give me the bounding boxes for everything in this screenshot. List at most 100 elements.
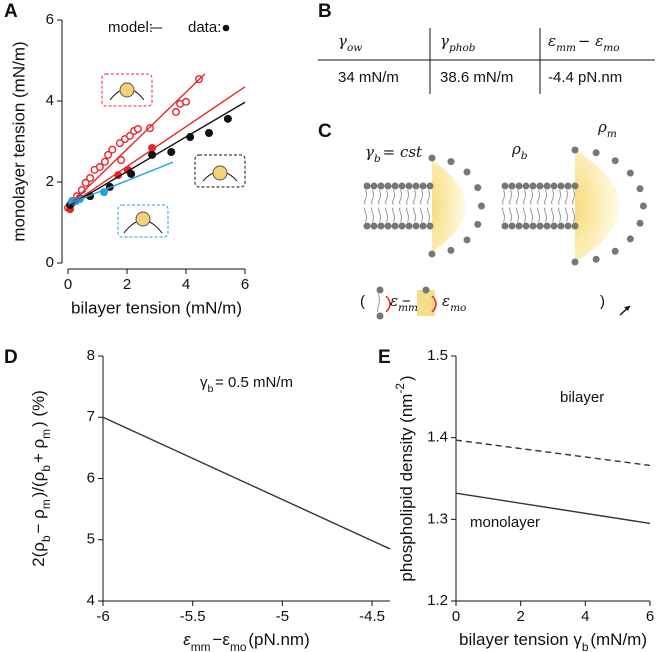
lipid-tail xyxy=(551,189,554,205)
text-part: + ρ xyxy=(29,439,48,463)
text-part: (mN/m) xyxy=(590,630,647,649)
lipid-head xyxy=(419,222,427,230)
data-point xyxy=(100,157,109,166)
lipid-head xyxy=(426,182,434,190)
lipid-head xyxy=(426,222,434,230)
lipid-head xyxy=(626,169,634,177)
cartoon xyxy=(101,73,246,238)
text-part: ε xyxy=(183,630,191,649)
membrane-diagram xyxy=(363,146,647,320)
lipid-head xyxy=(626,235,634,243)
lipid-tail xyxy=(544,189,547,205)
lipid-head xyxy=(463,168,471,176)
table-cell: -4.4 pN.nm xyxy=(548,69,622,86)
lipid-tail xyxy=(413,189,416,205)
lipid-head xyxy=(543,182,551,190)
subscript: mo xyxy=(450,302,466,314)
lipid-tail xyxy=(378,207,381,223)
text-part: ε xyxy=(390,292,398,310)
lipid-tail xyxy=(537,207,540,223)
data-line xyxy=(102,416,391,550)
lipid-head xyxy=(564,222,572,230)
x-tick-label: 6 xyxy=(646,608,654,625)
lipid-head xyxy=(412,182,420,190)
lipid-tail xyxy=(399,207,402,223)
lipid-tail xyxy=(420,189,423,205)
text-part: γ xyxy=(365,143,374,161)
lipid-head xyxy=(592,255,600,263)
data-point xyxy=(95,163,104,172)
lipid-tail xyxy=(377,293,380,313)
lipid-head xyxy=(384,182,392,190)
data-line xyxy=(67,161,174,205)
x-tick-label: 2 xyxy=(123,276,131,293)
y-axis-label: monolayer tension (mN/m) xyxy=(9,41,28,241)
lipid-tail xyxy=(371,189,374,205)
lipid-head xyxy=(571,182,579,190)
subscript: mm xyxy=(191,640,211,652)
y-axis-label: 2(ρb − ρm )/(ρb + ρm ) (%) xyxy=(29,390,53,567)
y-tick-label: 7 xyxy=(87,408,95,425)
lipid-head xyxy=(391,182,399,190)
lipid-tail xyxy=(502,207,505,223)
lipid-head xyxy=(571,258,579,266)
panel-letter: B xyxy=(318,1,332,22)
lipid-tail xyxy=(420,207,423,223)
lipid-head xyxy=(611,157,619,165)
diagram-label: ( xyxy=(360,293,365,310)
text-part: )/(ρ xyxy=(29,472,48,498)
subscript: b xyxy=(39,465,53,472)
y-tick-label: 8 xyxy=(87,347,95,364)
lipid-tail xyxy=(537,189,540,205)
lipid-head xyxy=(550,182,558,190)
lipid-head xyxy=(636,185,644,193)
lipid-tail xyxy=(516,189,519,205)
text-part: 2(ρ xyxy=(29,542,48,567)
lipid-tail xyxy=(509,189,512,205)
lipid-head xyxy=(370,182,378,190)
lipid-head xyxy=(376,286,384,294)
legend-label: model: xyxy=(108,19,153,36)
y-tick-label: 6 xyxy=(46,11,54,28)
legend-label: data: xyxy=(188,19,221,36)
lipid-tail xyxy=(406,207,409,223)
lipid-tail xyxy=(406,189,409,205)
subscript: b xyxy=(582,640,589,652)
annotation: γb = 0.5 mN/m xyxy=(200,374,293,395)
data-point xyxy=(108,145,117,154)
diagram-label: εmm xyxy=(390,292,418,314)
lipid-head xyxy=(463,236,471,244)
lipid-head xyxy=(529,182,537,190)
lipid-tail xyxy=(572,189,575,205)
lipid-tail xyxy=(523,207,526,223)
subscript: b xyxy=(208,383,214,395)
subscript: mm xyxy=(556,42,576,54)
x-tick-label: 4 xyxy=(182,276,190,293)
lipid-head xyxy=(508,182,516,190)
lipid-tail xyxy=(427,189,430,205)
y-tick-label: 1.5 xyxy=(427,347,448,364)
data-point xyxy=(125,131,134,140)
lipid-tail xyxy=(565,189,568,205)
text-part: − ε xyxy=(578,32,603,50)
subscript: m xyxy=(607,128,617,140)
lipid-tail xyxy=(516,207,519,223)
lipid-head xyxy=(398,182,406,190)
lipid-tail xyxy=(502,189,505,205)
lipid-tail xyxy=(399,189,402,205)
lipid-head xyxy=(384,222,392,230)
lipid-head xyxy=(564,182,572,190)
x-tick-label: 4 xyxy=(581,608,589,625)
lipid-head xyxy=(515,222,523,230)
text-part: ) xyxy=(397,375,416,381)
lipid-head xyxy=(592,149,600,157)
text-part: bilayer tension γ xyxy=(459,630,582,649)
interaction-arrow xyxy=(385,295,391,313)
text-part: = cst xyxy=(383,143,423,161)
lipid-head xyxy=(370,222,378,230)
diagram-label: ρb xyxy=(511,140,528,162)
text-part: ρ xyxy=(511,140,521,158)
lipid-tail xyxy=(523,189,526,205)
panel-letter: C xyxy=(318,121,332,142)
y-tick-label: 4 xyxy=(46,92,54,109)
